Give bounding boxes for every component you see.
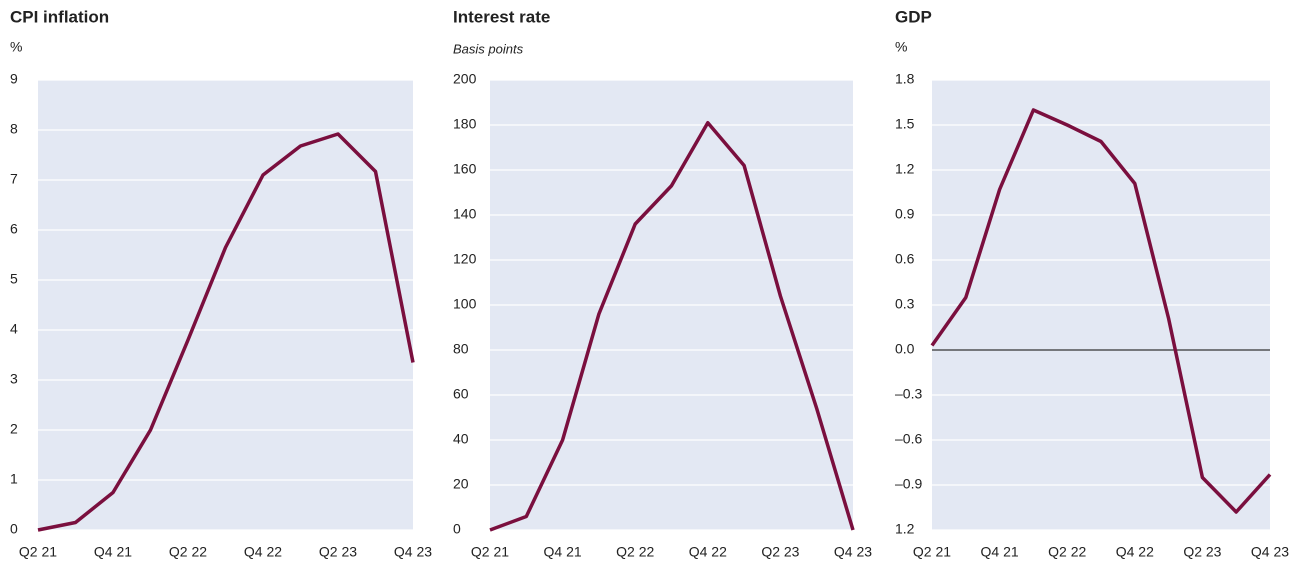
y-tick-label: 0.3	[895, 296, 915, 312]
y-tick-label: 1.8	[895, 71, 915, 87]
x-tick-label: Q2 23	[761, 544, 799, 560]
y-tick-label: 1	[10, 471, 18, 487]
chart-title: CPI inflation	[10, 7, 109, 26]
x-tick-label: Q4 23	[1251, 544, 1289, 560]
plot-area	[38, 80, 413, 530]
y-tick-label: –0.3	[895, 386, 922, 402]
x-tick-label: Q4 21	[94, 544, 132, 560]
y-tick-label: 4	[10, 321, 18, 337]
x-tick-label: Q2 23	[319, 544, 357, 560]
subtitle: Basis points	[453, 41, 524, 56]
x-tick-label: Q4 23	[394, 544, 432, 560]
chart-title: Interest rate	[453, 7, 550, 26]
x-tick-label: Q2 22	[1048, 544, 1086, 560]
y-tick-label: 100	[453, 296, 477, 312]
y-tick-label: –0.9	[895, 476, 922, 492]
x-tick-label: Q2 22	[616, 544, 654, 560]
y-tick-label: 0	[10, 521, 18, 537]
y-tick-label: 8	[10, 121, 18, 137]
x-tick-label: Q4 22	[244, 544, 282, 560]
y-tick-label: 5	[10, 271, 18, 287]
x-tick-label: Q2 21	[471, 544, 509, 560]
x-tick-label: Q4 22	[1116, 544, 1154, 560]
y-tick-label: 200	[453, 71, 477, 87]
y-tick-label: 120	[453, 251, 477, 267]
data-line	[489, 121, 855, 532]
y-tick-label: 40	[453, 431, 469, 447]
x-tick-label: Q2 23	[1183, 544, 1221, 560]
y-tick-label: 7	[10, 171, 18, 187]
y-tick-label: 20	[453, 476, 469, 492]
x-tick-label: Q2 21	[913, 544, 951, 560]
x-tick-label: Q4 22	[689, 544, 727, 560]
x-tick-label: Q4 21	[544, 544, 582, 560]
y-tick-label: 140	[453, 206, 477, 222]
chart-title: GDP	[895, 7, 932, 26]
y-tick-label: 2	[10, 421, 18, 437]
x-tick-label: Q4 21	[981, 544, 1019, 560]
y-tick-label: 1.5	[895, 116, 915, 132]
x-tick-label: Q2 22	[169, 544, 207, 560]
x-tick-label: Q4 23	[834, 544, 872, 560]
y-tick-label: 180	[453, 116, 477, 132]
data-line	[930, 108, 1272, 514]
y-tick-label: 6	[10, 221, 18, 237]
y-tick-label: 1.2	[895, 161, 915, 177]
y-tick-label: 1.2	[895, 521, 915, 537]
x-tick-label: Q2 21	[19, 544, 57, 560]
y-axis-label: %	[895, 39, 907, 55]
y-tick-label: 0.6	[895, 251, 915, 267]
y-tick-label: 0	[453, 521, 461, 537]
y-tick-label: 0.9	[895, 206, 915, 222]
y-tick-label: 9	[10, 71, 18, 87]
y-tick-label: 160	[453, 161, 477, 177]
y-tick-label: –0.6	[895, 431, 922, 447]
y-tick-label: 80	[453, 341, 469, 357]
y-tick-label: 60	[453, 386, 469, 402]
y-tick-label: 3	[10, 371, 18, 387]
y-tick-label: 0.0	[895, 341, 915, 357]
y-axis-label: %	[10, 39, 22, 55]
data-line	[37, 132, 415, 532]
